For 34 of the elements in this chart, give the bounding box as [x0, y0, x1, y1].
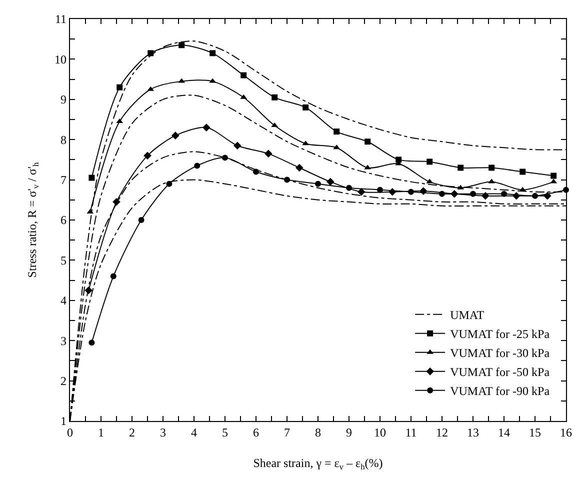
y-tick-label: 9 — [60, 92, 66, 107]
x-tick-label: 5 — [222, 426, 228, 440]
x-tick-label: 0 — [67, 426, 73, 440]
x-tick-label: 6 — [253, 426, 259, 440]
legend-label: VUMAT for -25 kPa — [450, 327, 550, 342]
x-tick-label: 7 — [284, 426, 290, 440]
y-tick-label: 7 — [60, 173, 66, 187]
y-tick-label: 11 — [54, 12, 66, 26]
x-axis-title: Shear strain, γ = ε$_{v}$ – ε$_{h}$(%) — [253, 456, 383, 472]
x-tick-label: 8 — [315, 426, 321, 440]
legend-label: VUMAT for -90 kPa — [450, 384, 550, 398]
y-tick-label: 3 — [60, 334, 66, 348]
x-tick-label: 15 — [529, 426, 541, 440]
x-tick-label: 14 — [498, 426, 510, 440]
x-tick-label: 12 — [436, 426, 448, 440]
legend-label: UMAT — [450, 308, 485, 322]
x-tick-label: 11 — [405, 426, 417, 440]
x-tick-label: 16 — [560, 426, 572, 440]
y-tick-label: 6 — [60, 213, 66, 228]
legend-label: VUMAT for -50 kPa — [450, 365, 550, 380]
y-tick-label: 2 — [60, 374, 66, 388]
x-tick-label: 9 — [346, 426, 352, 440]
y-tick-label: 1 — [60, 414, 66, 428]
y-tick-label: 4 — [60, 294, 66, 308]
x-tick-label: 10 — [374, 426, 386, 440]
y-tick-label: 10 — [54, 52, 66, 66]
y-tick-label: 5 — [60, 253, 66, 268]
x-tick-label: 4 — [191, 426, 197, 440]
x-tick-label: 13 — [467, 426, 479, 440]
x-tick-label: 3 — [160, 426, 166, 440]
x-tick-label: 1 — [98, 426, 104, 440]
y-tick-label: 8 — [60, 132, 66, 147]
legend-label: VUMAT for -30 kPa — [450, 346, 550, 360]
x-tick-label: 2 — [129, 426, 135, 440]
